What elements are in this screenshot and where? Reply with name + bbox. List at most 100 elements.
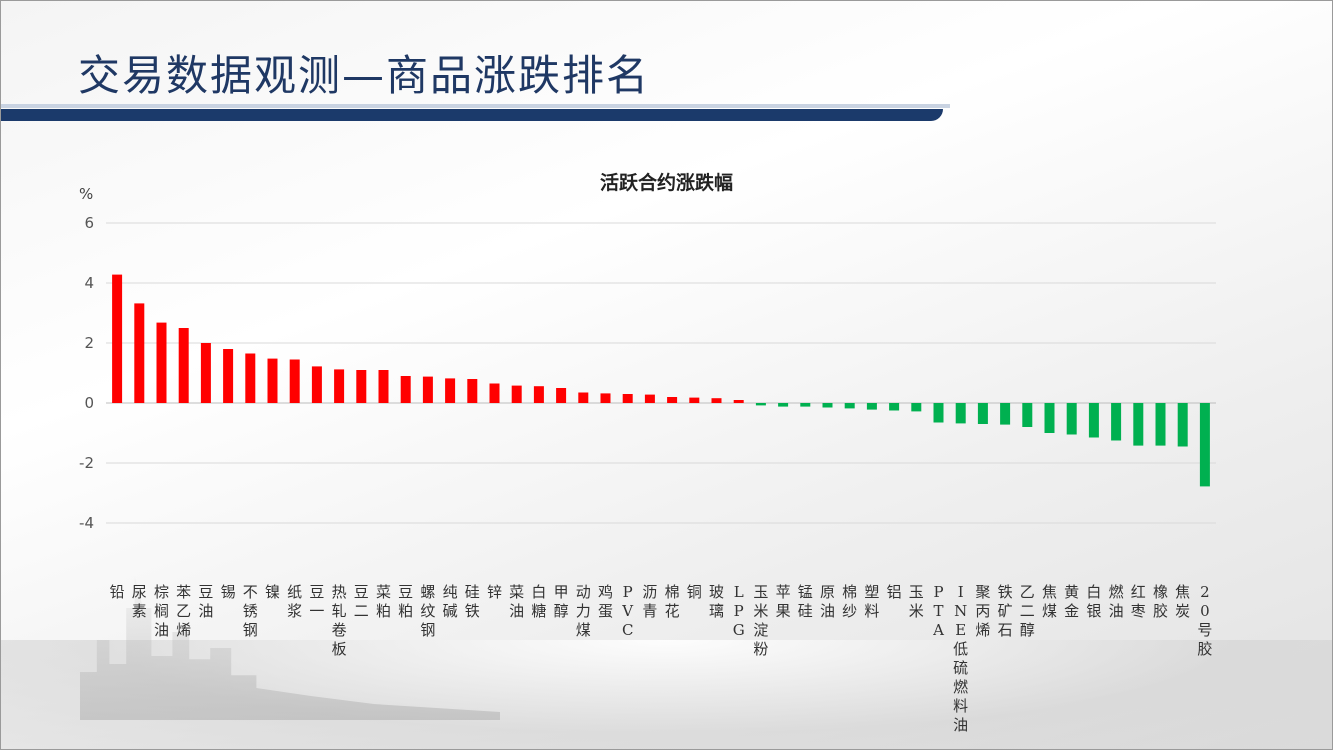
category-label: 锰硅 — [797, 583, 813, 620]
bar — [933, 403, 944, 423]
y-axis-unit-label: % — [79, 185, 94, 203]
title-underline-bar — [0, 109, 943, 121]
bar — [1066, 403, 1077, 435]
category-label: 螺纹钢 — [420, 583, 436, 639]
bar — [378, 370, 389, 403]
bar — [667, 397, 678, 403]
category-label: 尿素 — [131, 583, 147, 620]
category-label: 菜油 — [509, 583, 525, 620]
y-tick-label: -2 — [79, 454, 94, 472]
bar — [733, 400, 744, 403]
bar — [977, 403, 988, 424]
slide-title: 交易数据观测—商品涨跌排名 — [78, 51, 651, 100]
category-label: 乙二醇 — [1019, 583, 1035, 639]
bar — [489, 383, 500, 403]
bar — [955, 403, 966, 424]
bar — [445, 378, 456, 403]
bar — [178, 328, 189, 403]
category-label: 锌 — [486, 583, 502, 601]
category-label: 动力煤 — [575, 583, 591, 639]
bar — [755, 403, 766, 406]
category-label: 菜粕 — [375, 583, 391, 620]
y-tick-label: 6 — [84, 214, 94, 232]
category-label: 铁矿石 — [997, 583, 1013, 639]
category-label: 棉纱 — [842, 583, 858, 620]
bar — [600, 393, 611, 403]
category-label: 玉米 — [908, 583, 924, 620]
category-label: 铝 — [886, 583, 902, 601]
bar — [711, 398, 722, 403]
bar — [223, 349, 234, 403]
bar — [422, 376, 433, 403]
category-label: 棉花 — [664, 583, 680, 620]
bar — [134, 303, 145, 403]
bar — [1088, 403, 1099, 438]
bar — [778, 403, 789, 407]
category-label: 黄金 — [1064, 583, 1080, 620]
bar — [400, 376, 411, 403]
bar — [1133, 403, 1144, 446]
category-label: 玉米淀粉 — [753, 583, 769, 658]
bar — [1022, 403, 1033, 427]
category-label: 不锈钢 — [242, 583, 258, 639]
category-label: 沥青 — [642, 583, 658, 620]
category-label: 硅铁 — [464, 583, 480, 620]
bar — [822, 403, 833, 408]
chart-title: 活跃合约涨跌幅 — [599, 172, 733, 194]
bar — [689, 397, 700, 403]
category-label: 焦炭 — [1175, 583, 1191, 620]
title-underline-light — [0, 104, 950, 108]
category-label: 焦煤 — [1041, 583, 1057, 620]
category-label: 原油 — [819, 583, 835, 620]
y-tick-label: -4 — [79, 514, 94, 532]
category-label: 聚丙烯 — [975, 583, 991, 639]
bar — [1000, 403, 1011, 425]
bar — [644, 394, 655, 403]
category-label: 锡 — [220, 583, 236, 601]
bar — [556, 388, 567, 403]
category-label: 苯乙烯 — [176, 583, 192, 639]
category-label: 豆一 — [309, 583, 325, 620]
category-label: 红枣 — [1130, 583, 1146, 620]
category-label: 玻璃 — [708, 583, 724, 620]
bar — [533, 386, 544, 403]
bar — [889, 403, 900, 411]
y-tick-label: 4 — [84, 274, 94, 292]
bar — [156, 322, 167, 403]
category-label: 白糖 — [531, 583, 547, 620]
bar — [334, 369, 345, 403]
category-label: 橡胶 — [1152, 583, 1168, 620]
bar — [267, 358, 278, 403]
bar — [467, 379, 478, 403]
bar — [200, 343, 211, 403]
category-label: 热轧卷板 — [331, 583, 347, 658]
category-label: 铜 — [686, 583, 702, 601]
bar — [356, 370, 367, 403]
category-label: 纯碱 — [442, 583, 458, 620]
bar — [289, 359, 300, 403]
category-label: 白银 — [1086, 583, 1102, 620]
bar — [844, 403, 855, 409]
category-label: 棕榈油 — [153, 583, 169, 639]
category-label: 铅 — [109, 583, 125, 601]
bar — [800, 403, 811, 407]
bar — [1155, 403, 1166, 446]
category-label: 纸浆 — [287, 583, 303, 620]
bar — [1111, 403, 1122, 441]
bar — [911, 403, 922, 412]
y-tick-label: 2 — [84, 334, 94, 352]
category-label: 豆油 — [198, 583, 214, 620]
category-label: 塑料 — [864, 583, 880, 620]
bar — [622, 394, 633, 403]
bar — [578, 392, 589, 403]
category-label: 豆粕 — [398, 583, 414, 620]
bar — [112, 274, 123, 403]
category-label: 燃油 — [1108, 583, 1124, 620]
bar — [1177, 403, 1188, 447]
